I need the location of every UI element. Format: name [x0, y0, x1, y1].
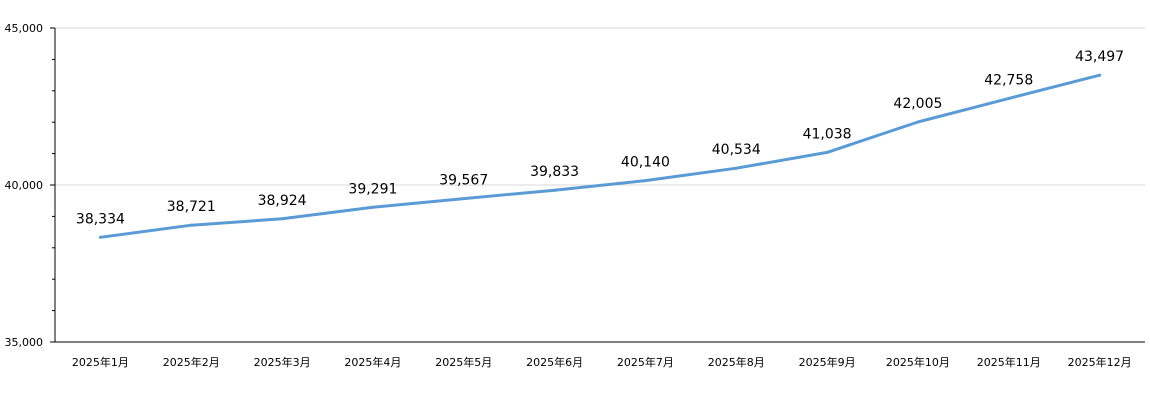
x-tick-label-11: 2025年12月 — [1068, 355, 1132, 369]
y-axis-ticks — [50, 27, 55, 343]
data-point-0 — [98, 235, 102, 239]
data-label-8: 41,038 — [803, 126, 852, 142]
data-label-4: 39,567 — [439, 173, 488, 189]
data-label-11: 43,497 — [1075, 49, 1124, 65]
y-tick-label-0: 35,000 — [5, 336, 44, 349]
data-label-7: 40,534 — [712, 142, 761, 158]
data-label-9: 42,005 — [893, 96, 942, 112]
x-tick-label-7: 2025年8月 — [708, 355, 765, 369]
x-tick-label-3: 2025年4月 — [344, 355, 401, 369]
x-tick-label-2: 2025年3月 — [254, 355, 311, 369]
series-line-0 — [98, 73, 1102, 239]
data-point-7 — [734, 166, 738, 170]
data-label-10: 42,758 — [984, 72, 1033, 88]
data-label-0: 38,334 — [76, 211, 125, 227]
x-tick-label-8: 2025年9月 — [799, 355, 856, 369]
data-labels: 38,334 38,721 38,924 39,291 39,567 39,833 40,1… — [76, 49, 1124, 227]
data-label-6: 40,140 — [621, 155, 670, 171]
series-group — [98, 73, 1102, 239]
data-point-3 — [371, 205, 375, 209]
data-point-6 — [643, 179, 647, 183]
data-point-10 — [1007, 96, 1011, 100]
x-tick-label-1: 2025年2月 — [163, 355, 220, 369]
data-point-1 — [189, 223, 193, 227]
x-tick-label-4: 2025年5月 — [435, 355, 492, 369]
data-label-1: 38,721 — [167, 199, 216, 215]
y-tick-label-2: 45,000 — [5, 22, 44, 35]
x-tick-label-0: 2025年1月 — [72, 355, 129, 369]
data-label-3: 39,291 — [348, 181, 397, 197]
y-tick-label-1: 40,000 — [5, 179, 44, 192]
data-label-2: 38,924 — [258, 193, 307, 209]
x-tick-label-5: 2025年6月 — [526, 355, 583, 369]
x-tick-label-6: 2025年7月 — [617, 355, 674, 369]
x-axis-tick-labels: 2025年1月 2025年2月 2025年3月 2025年4月 2025年5月 2025年… — [72, 355, 1132, 369]
x-tick-label-9: 2025年10月 — [886, 355, 950, 369]
x-tick-label-10: 2025年11月 — [977, 355, 1041, 369]
data-point-9 — [916, 120, 920, 124]
data-point-11 — [1098, 73, 1102, 77]
data-label-5: 39,833 — [530, 164, 579, 180]
data-point-2 — [280, 217, 284, 221]
data-point-5 — [553, 188, 557, 192]
data-point-4 — [462, 197, 466, 201]
data-point-8 — [825, 150, 829, 154]
y-axis-tick-labels: 35,000 40,000 45,000 — [5, 22, 44, 349]
